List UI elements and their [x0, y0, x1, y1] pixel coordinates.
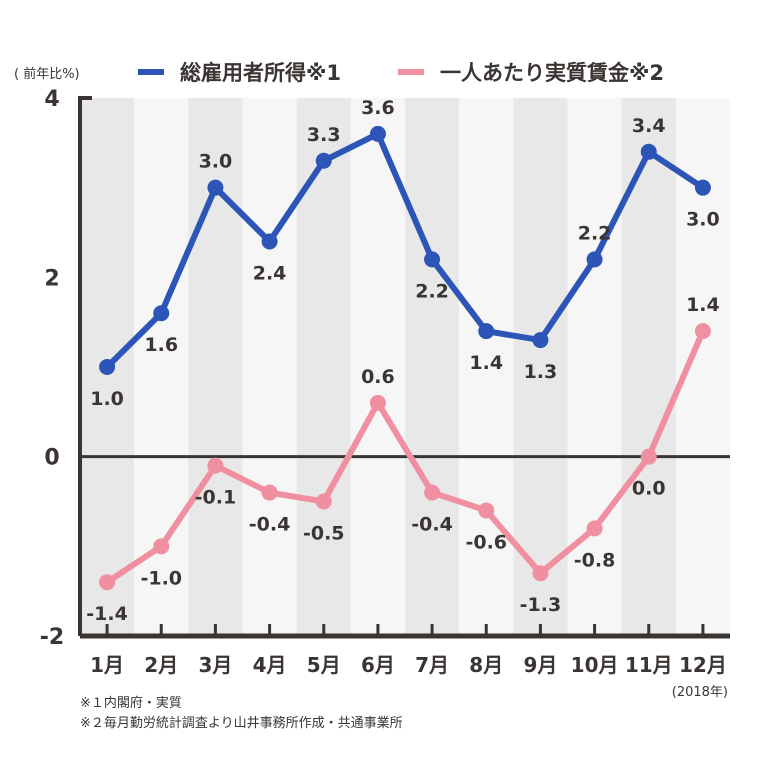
data-label: 3.0	[199, 151, 233, 173]
data-point	[424, 484, 441, 501]
x-tick-label: 6月	[361, 653, 395, 677]
data-point	[478, 323, 495, 340]
data-point	[369, 125, 386, 142]
data-label: 0.6	[361, 366, 395, 388]
column-band	[459, 98, 514, 636]
data-point	[640, 448, 657, 465]
data-point	[207, 179, 224, 196]
data-point	[424, 251, 441, 268]
data-point	[315, 493, 332, 510]
data-label: -1.4	[86, 603, 128, 625]
data-point	[99, 574, 116, 591]
data-label: -0.4	[249, 514, 291, 536]
data-point	[315, 152, 332, 169]
data-point	[261, 484, 278, 501]
y-tick-label: -2	[40, 625, 64, 650]
data-point	[153, 305, 170, 322]
legend-label: 一人あたり実質賃金※2	[440, 61, 664, 85]
data-point	[532, 565, 549, 582]
series-line	[105, 329, 706, 585]
data-label: 2.4	[253, 262, 287, 284]
column-band	[405, 98, 460, 636]
data-point	[153, 538, 170, 555]
data-point	[694, 323, 711, 340]
x-tick-label: 4月	[253, 653, 287, 677]
data-label: -0.1	[195, 487, 237, 509]
column-band	[296, 98, 351, 636]
data-point	[532, 332, 549, 349]
data-point	[586, 251, 603, 268]
data-label: -0.4	[411, 514, 453, 536]
data-label: 3.0	[686, 209, 720, 231]
x-tick-label: 2月	[144, 653, 178, 677]
footnote-2: ※２毎月勤労統計調査より山井事務所作成・共通事業所	[80, 716, 403, 731]
data-label: 3.6	[361, 97, 395, 119]
x-tick-label: 5月	[307, 653, 341, 677]
data-label: 1.6	[144, 334, 178, 356]
data-label: 1.4	[469, 352, 503, 374]
data-label: -1.3	[520, 594, 562, 616]
data-label: 1.4	[686, 294, 720, 316]
data-point	[369, 394, 386, 411]
data-label: 3.3	[307, 124, 341, 146]
x-tick-label: 12月	[679, 653, 727, 677]
data-point	[207, 457, 224, 474]
data-point	[694, 179, 711, 196]
data-label: 3.4	[632, 115, 666, 137]
y-axis-label: ( 前年比%)	[14, 66, 80, 82]
x-tick-label: 11月	[625, 653, 673, 677]
data-label: 1.3	[524, 361, 558, 383]
column-band	[242, 98, 297, 636]
data-point	[586, 520, 603, 537]
data-label: -0.8	[574, 549, 616, 571]
data-label: -0.6	[465, 531, 507, 553]
y-tick-label: 2	[44, 266, 59, 291]
footnote-1: ※１内閣府・実質	[80, 696, 182, 711]
data-label: 1.0	[90, 388, 124, 410]
x-axis-note: (2018年)	[672, 685, 728, 700]
x-tick-label: 8月	[469, 653, 503, 677]
legend-label: 総雇用者所得※1	[180, 61, 341, 85]
data-label: 2.2	[415, 280, 449, 302]
y-tick-label: 4	[44, 87, 59, 112]
column-band	[188, 98, 243, 636]
column-band	[513, 98, 568, 636]
column-band	[350, 98, 405, 636]
data-label: 2.2	[578, 222, 612, 244]
x-tick-label: 7月	[415, 653, 449, 677]
data-label: 0.0	[632, 478, 666, 500]
data-point	[261, 233, 278, 250]
x-tick-label: 1月	[90, 653, 124, 677]
series-line	[104, 130, 705, 370]
x-tick-label: 3月	[198, 653, 232, 677]
x-tick-label: 9月	[523, 653, 557, 677]
x-tick-label: 10月	[571, 653, 619, 677]
data-label: -0.5	[303, 523, 345, 545]
data-point	[640, 143, 657, 160]
y-tick-label: 0	[44, 446, 59, 471]
column-band	[621, 98, 676, 636]
data-point	[99, 359, 116, 375]
data-label: -1.0	[140, 567, 182, 589]
data-point	[478, 502, 495, 519]
